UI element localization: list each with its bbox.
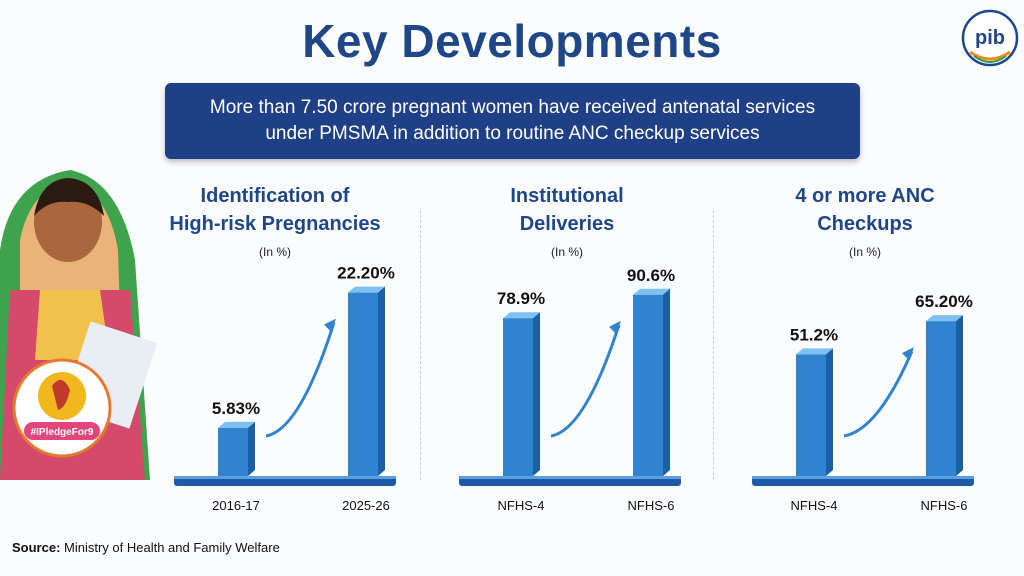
panel-title-3-line2: Checkups [817,213,913,235]
category-label-2: NFHS-6 [921,498,968,513]
bar-top [633,288,670,295]
trend-arrow-head [902,347,914,361]
panel-unit-3: (In %) [848,245,881,259]
panel-divider-1 [420,210,421,480]
base-platform-highlight [752,476,974,479]
bar-2 [926,315,963,476]
source-text: Ministry of Health and Family Welfare [60,540,280,555]
category-label-1: NFHS-4 [791,498,838,513]
bar-front [348,292,378,476]
trend-arrow [550,324,621,438]
bar-top [503,312,540,319]
trend-arrow-head [324,318,336,332]
panel-title-2-line1: Institutional [510,185,624,207]
summary-banner-text: More than 7.50 crore pregnant women have… [209,97,816,144]
panel-title-3: 4 or more ANC Checkups [740,182,990,238]
bar-top [926,315,963,322]
data-label-1: 78.9% [497,289,545,308]
trend-arrow-head [609,320,621,334]
chart-high-risk-pregnancies: 5.83% 2016-17 22.20% 2025-26 [174,264,396,513]
category-label-2: NFHS-6 [628,498,675,513]
panel-title-3-line1: 4 or more ANC [795,185,935,207]
bar-top [348,286,385,293]
panel-title-1-line1: Identification of [200,185,350,207]
woman-illustration: #IPledgeFor9 [0,170,158,480]
bar-1 [218,421,255,476]
panel-title-1: Identification of High-risk Pregnancies [150,182,400,238]
panel-unit-2: (In %) [550,245,583,259]
panel-unit-1: (In %) [258,245,291,259]
data-label-2: 22.20% [337,264,395,283]
base-platform-highlight [459,476,681,479]
bar-side [533,312,540,476]
bar-front [633,294,663,476]
bar-2 [633,288,670,476]
category-label-1: 2016-17 [212,498,260,513]
data-label-2: 65.20% [915,292,973,311]
page-title: Key Developments [302,15,722,67]
bar-front [218,427,248,476]
chart-institutional-deliveries: 78.9% NFHS-4 90.6% NFHS-6 [459,266,681,513]
panel-title-1-line2: High-risk Pregnancies [169,213,381,235]
bar-side [663,288,670,476]
bar-1 [796,348,833,476]
bar-side [826,348,833,476]
pledge-hashtag: #IPledgeFor9 [31,427,94,438]
bar-2 [348,286,385,476]
data-label-1: 51.2% [790,325,838,344]
panel-divider-2 [713,210,714,480]
bar-side [956,315,963,476]
chart-anc-checkups: 51.2% NFHS-4 65.20% NFHS-6 [752,292,974,513]
pib-logo-text: pib [975,27,1005,49]
source-note: Source: Ministry of Health and Family We… [12,540,280,555]
bar-side [378,286,385,476]
category-label-1: NFHS-4 [498,498,545,513]
pib-logo: pib [961,9,1019,67]
bar-1 [503,312,540,476]
bar-front [503,318,533,476]
data-label-1: 5.83% [212,399,260,418]
bar-front [926,321,956,476]
bar-side [248,421,255,476]
summary-banner: More than 7.50 crore pregnant women have… [165,83,860,159]
panel-title-2-line2: Deliveries [519,213,615,235]
trend-arrow [265,322,336,438]
panel-title-2: Institutional Deliveries [442,182,692,238]
data-label-2: 90.6% [627,266,675,285]
bar-front [796,354,826,476]
category-label-2: 2025-26 [342,498,390,513]
trend-arrow [843,350,914,438]
base-platform-highlight [174,476,396,479]
bar-top [218,421,255,428]
bar-top [796,348,833,355]
source-label: Source: [12,540,61,555]
